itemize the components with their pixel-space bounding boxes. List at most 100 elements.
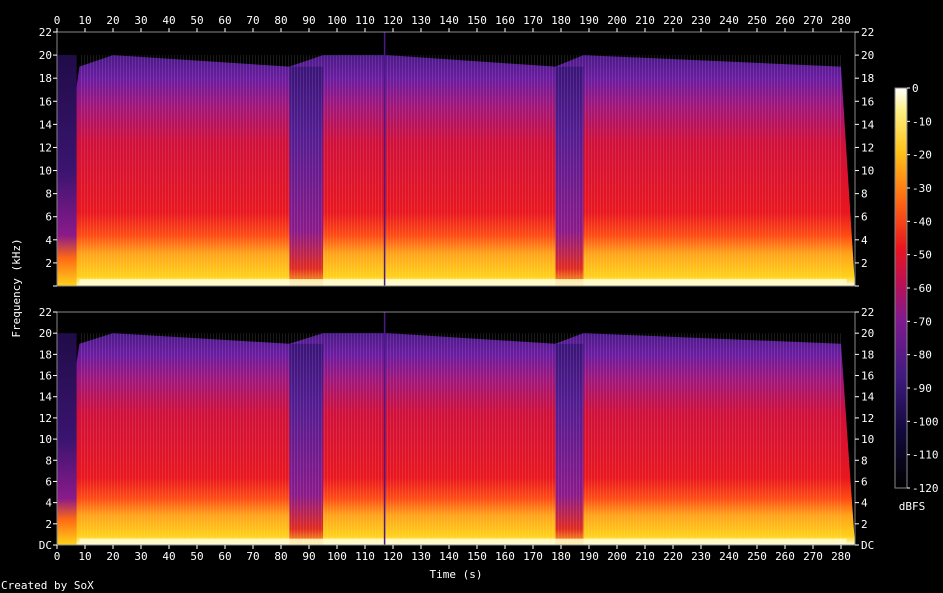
y-axis-label: Frequency (kHz) (10, 238, 23, 337)
x-tick-label: 90 (302, 14, 315, 27)
y-tick-label: 20 (39, 327, 52, 340)
y-tick-label: 8 (45, 454, 52, 467)
colorbar-tick-label: -70 (912, 315, 932, 328)
colorbar-tick-label: -60 (912, 282, 932, 295)
x-tick-label: 80 (274, 550, 287, 563)
y-tick-label: 16 (861, 95, 874, 108)
low-frequency-band (79, 538, 847, 545)
x-tick-label: 160 (495, 550, 515, 563)
x-tick-label: 210 (635, 14, 655, 27)
x-tick-label: 280 (831, 14, 851, 27)
x-tick-label: 170 (523, 14, 543, 27)
x-axis-label: Time (s) (430, 568, 483, 581)
x-tick-label: 190 (579, 14, 599, 27)
x-tick-label: 110 (355, 14, 375, 27)
x-tick-label: 110 (355, 550, 375, 563)
y-tick-label: 18 (861, 348, 874, 361)
x-tick-label: 50 (190, 550, 203, 563)
y-tick-label: 8 (45, 188, 52, 201)
y-tick-label: 14 (39, 391, 53, 404)
x-tick-label: 190 (579, 550, 599, 563)
y-tick-label: 18 (861, 72, 874, 85)
panel-frame (56, 311, 856, 546)
y-tick-label: 18 (39, 348, 52, 361)
x-tick-label: 220 (663, 550, 683, 563)
x-tick-label: 270 (803, 14, 823, 27)
colorbar-tick-label: 0 (912, 82, 919, 95)
y-tick-label: DC (861, 539, 874, 552)
texture-overlay (79, 333, 841, 545)
x-tick-label: 180 (551, 550, 571, 563)
x-tick-label: 170 (523, 550, 543, 563)
colorbar-label: dBFS (899, 500, 926, 513)
intro-region (57, 333, 77, 545)
x-tick-label: 270 (803, 550, 823, 563)
colorbar-tick-label: -80 (912, 349, 932, 362)
y-tick-label: 8 (861, 454, 868, 467)
x-tick-label: 280 (831, 550, 851, 563)
x-tick-label: 60 (218, 550, 231, 563)
x-tick-label: 20 (106, 550, 119, 563)
y-tick-label: 10 (39, 165, 52, 178)
x-tick-label: 90 (302, 550, 315, 563)
x-tick-label: 240 (719, 14, 739, 27)
y-tick-label: 10 (39, 433, 52, 446)
colorbar-gradient (895, 88, 907, 488)
x-tick-label: 40 (162, 550, 175, 563)
y-tick-label: 16 (39, 95, 52, 108)
x-tick-label: 100 (327, 14, 347, 27)
x-tick-label: 10 (78, 550, 91, 563)
x-tick-label: 0 (54, 14, 61, 27)
x-tick-label: 260 (775, 550, 795, 563)
colorbar-tick-label: -30 (912, 182, 932, 195)
x-tick-label: 240 (719, 550, 739, 563)
x-tick-label: 30 (134, 550, 147, 563)
x-tick-label: 10 (78, 14, 91, 27)
y-tick-label: 22 (861, 306, 874, 319)
colorbar-tick-label: -90 (912, 382, 932, 395)
x-tick-label: 50 (190, 14, 203, 27)
x-tick-label: 150 (467, 14, 487, 27)
y-tick-label: 4 (861, 234, 868, 247)
x-tick-label: 220 (663, 14, 683, 27)
x-tick-label: 230 (691, 14, 711, 27)
x-tick-label: 20 (106, 14, 119, 27)
y-tick-label: 12 (861, 141, 874, 154)
colorbar: 0 -10 -20 -30 -40 -50 -60 -70 -80 -90 -100 -110 -120 (894, 82, 939, 495)
x-tick-label: 30 (134, 14, 147, 27)
y-tick-label: 12 (861, 412, 874, 425)
y-tick-label: 6 (861, 211, 868, 224)
y-tick-label: 20 (861, 327, 874, 340)
y-tick-label: 16 (39, 370, 52, 383)
colorbar-tick-label: -20 (912, 149, 932, 162)
y-tick-label: 2 (861, 518, 868, 531)
y-tick-label: 16 (861, 370, 874, 383)
x-tick-label: 70 (246, 14, 259, 27)
x-tick-label: 210 (635, 550, 655, 563)
panel-frame (56, 31, 856, 287)
y-tick-label: 4 (45, 497, 52, 510)
colorbar-tick-label: -40 (912, 215, 932, 228)
low-frequency-band (79, 279, 847, 286)
y-tick-label: 6 (45, 475, 52, 488)
x-tick-label: 250 (747, 14, 767, 27)
y-tick-label: 2 (45, 518, 52, 531)
y-tick-label: 10 (861, 165, 874, 178)
channel-2-spectrogram (56, 311, 856, 546)
y-tick-label: 4 (861, 497, 868, 510)
y-tick-label: 6 (861, 475, 868, 488)
x-tick-label: 250 (747, 550, 767, 563)
x-tick-label: 0 (54, 550, 61, 563)
sox-credit: Created by SoX (1, 579, 94, 592)
x-tick-label: 120 (383, 14, 403, 27)
x-tick-label: 150 (467, 550, 487, 563)
x-tick-label: 80 (274, 14, 287, 27)
y-tick-label: 10 (861, 433, 874, 446)
x-tick-label: 180 (551, 14, 571, 27)
x-tick-label: 130 (411, 14, 431, 27)
x-tick-label: 100 (327, 550, 347, 563)
y-tick-label: 20 (861, 49, 874, 62)
colorbar-tick-label: -50 (912, 249, 932, 262)
y-tick-label: 12 (39, 412, 52, 425)
